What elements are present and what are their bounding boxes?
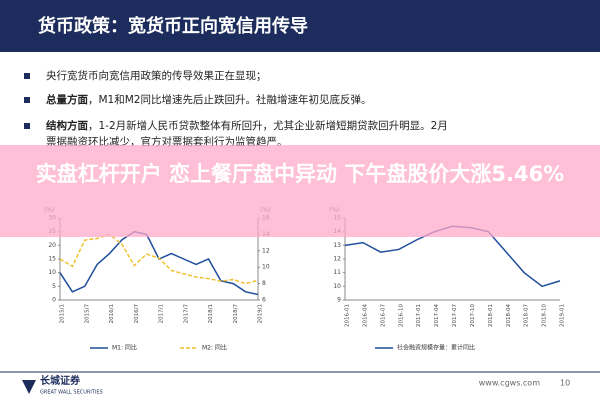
legend-label: M2: 同比 xyxy=(202,344,227,352)
header-bar xyxy=(0,0,600,52)
x-tick-label: 2017-10 xyxy=(470,304,476,327)
y-tick-label: 12 xyxy=(333,256,341,263)
x-tick-label: 2016-07 xyxy=(380,304,386,327)
y-tick-label: 13 xyxy=(333,242,341,249)
x-tick-label: 2015/7 xyxy=(84,304,90,324)
page-number: 10 xyxy=(560,379,570,388)
x-tick-label: 2017/7 xyxy=(183,304,189,324)
y2-tick-label: 12 xyxy=(262,247,270,254)
company-en: GREAT WALL SECURITIES xyxy=(40,390,103,396)
x-tick-label: 2016-10 xyxy=(398,304,404,327)
x-tick-label: 2018/7 xyxy=(233,304,239,324)
legend-label: M1: 同比 xyxy=(112,344,137,352)
header-title: 货币政策：宽货币正向宽信用传导 xyxy=(38,15,308,37)
y-tick-label: 5 xyxy=(52,283,56,290)
banner: 实盘杠杆开户 恋上餐厅盘中异动 下午盘股价大涨5.46% xyxy=(0,145,600,237)
y-tick-label: 15 xyxy=(48,256,56,263)
y-tick-label: 20 xyxy=(48,242,56,249)
x-tick-label: 2017-07 xyxy=(452,304,458,327)
bullet-text-part: ，1-2月新增人民币贷款整体有所回升，尤其企业新增短期贷款回升明显。2月 xyxy=(88,119,448,132)
y-tick-label: 11 xyxy=(333,269,341,276)
x-tick-label: 2018/1 xyxy=(208,304,214,323)
x-tick-label: 2018-04 xyxy=(506,304,512,327)
y2-tick-label: 8 xyxy=(262,280,266,287)
bullet-text: 央行宽货币向宽信用政策的传导效果正在显现； xyxy=(46,69,267,82)
bullet-marker xyxy=(24,97,30,103)
x-tick-label: 2017-04 xyxy=(434,304,440,327)
bullet-text-part: ，M1和M2同比增速先后止跌回升。社融增速年初见底反弹。 xyxy=(88,93,371,106)
y2-tick-label: 6 xyxy=(262,297,266,304)
x-tick-label: 2018-01 xyxy=(488,304,494,327)
x-tick-label: 2016/1 xyxy=(109,304,115,323)
bullet-marker xyxy=(24,123,30,129)
y-tick-label: 10 xyxy=(333,283,341,290)
x-tick-label: 2019/1 xyxy=(258,304,264,323)
line-series xyxy=(59,230,259,296)
x-tick-label: 2015/1 xyxy=(60,304,66,323)
line-series xyxy=(59,233,259,285)
x-tick-label: 2018-07 xyxy=(524,304,530,327)
x-tick-label: 2016-01 xyxy=(345,304,351,327)
y-tick-label: 10 xyxy=(48,269,56,276)
url: www.cgws.com xyxy=(479,379,540,388)
bullet-bold: 总量方面 xyxy=(46,93,88,106)
bullet-marker xyxy=(24,73,30,79)
y-tick-label: 0 xyxy=(52,297,56,304)
x-tick-label: 2016-04 xyxy=(362,304,368,327)
x-tick-label: 2016/7 xyxy=(134,304,140,324)
bullet-text-part: 央行宽货币向宽信用政策的传导效果正在显现； xyxy=(46,69,267,82)
x-tick-label: 2017-01 xyxy=(416,304,422,327)
bullet-bold: 结构方面 xyxy=(46,119,88,132)
y-tick-label: 9 xyxy=(337,297,341,304)
bullet-text: 结构方面，1-2月新增人民币贷款整体有所回升，尤其企业新增短期贷款回升明显。2月… xyxy=(46,119,448,148)
x-tick-label: 2018-10 xyxy=(542,304,548,327)
bullet-text: 总量方面，M1和M2同比增速先后止跌回升。社融增速年初见底反弹。 xyxy=(46,93,371,106)
logo xyxy=(22,380,36,394)
company: 长城证券 xyxy=(40,374,81,387)
x-tick-label: 2019-01 xyxy=(560,304,566,327)
legend-label: 社会融资规模存量：累计同比 xyxy=(397,344,475,352)
y2-tick-label: 10 xyxy=(262,264,270,271)
x-tick-label: 2017/1 xyxy=(159,304,165,323)
bullet-text-part: 票据融资环比减少，官方对票据套利行为监管趋严。 xyxy=(46,135,288,148)
